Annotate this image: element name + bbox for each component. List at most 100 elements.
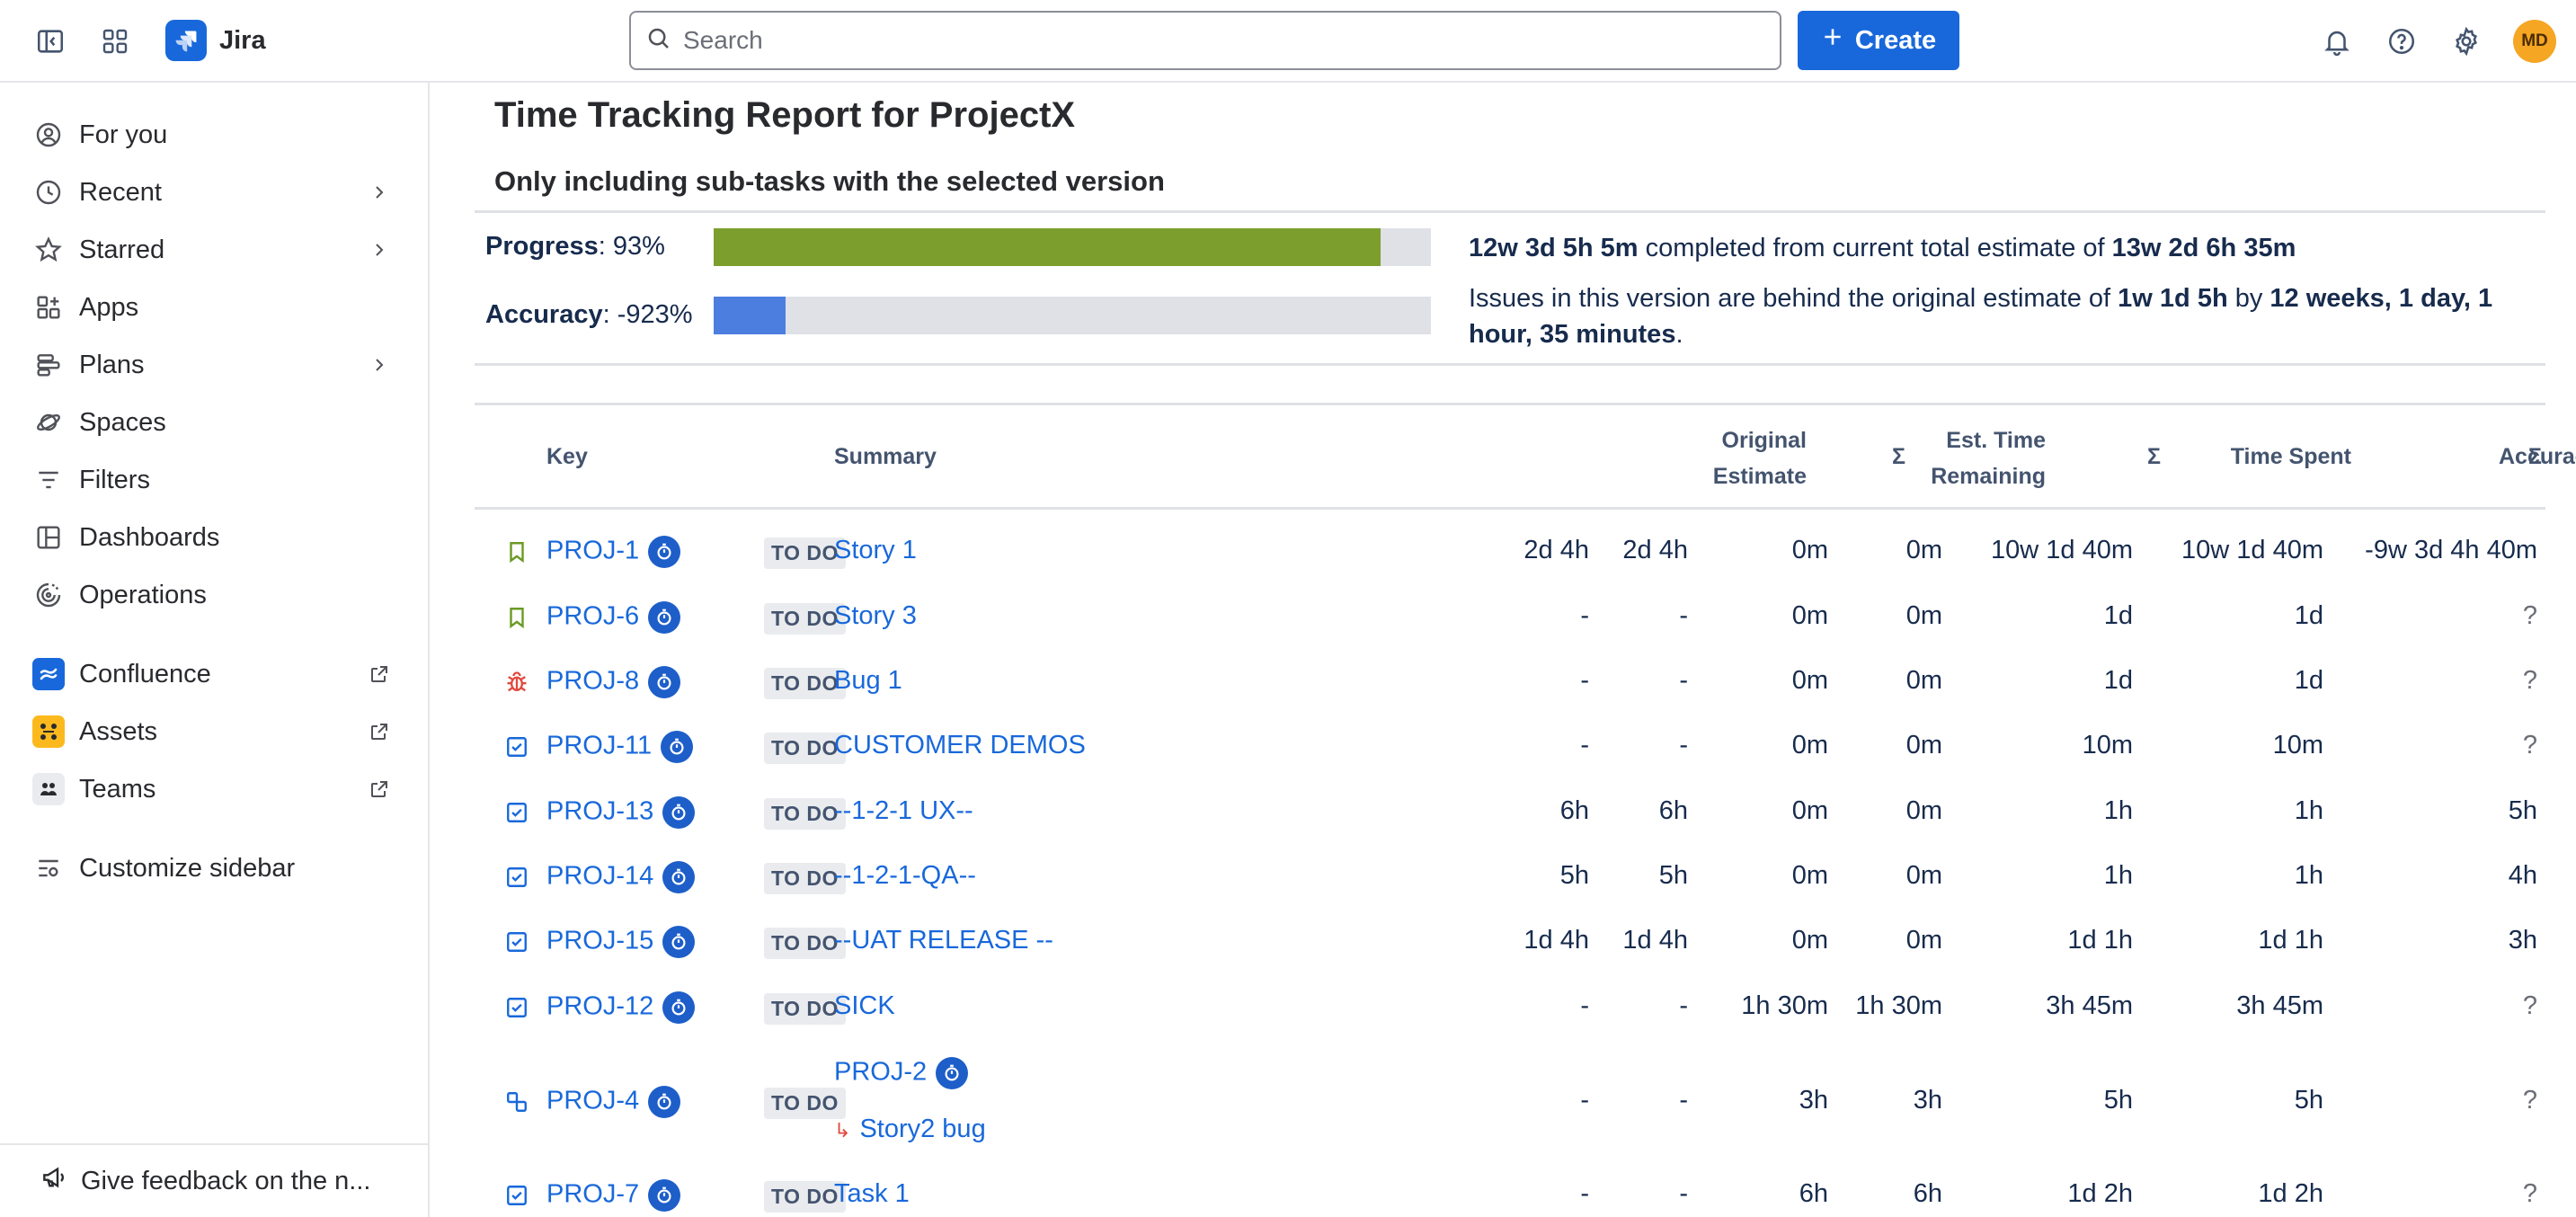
issue-key-link[interactable]: PROJ-8 xyxy=(546,666,640,696)
status-badge: TO DO xyxy=(764,798,846,830)
table-row: PROJ-12 TO DO SICK - - 1h 30m 1h 30m 3h 45m 3h 4… xyxy=(475,979,2545,1036)
sidebar-item-label: Starred xyxy=(79,235,165,264)
divider xyxy=(475,403,2545,405)
timer-icon[interactable] xyxy=(648,1179,681,1212)
external-link-icon[interactable] xyxy=(363,715,395,748)
accuracy-cell: 3h xyxy=(2508,926,2537,955)
story-icon xyxy=(503,538,530,565)
avatar[interactable]: MD xyxy=(2513,20,2556,63)
issue-summary-link[interactable]: Task 1 xyxy=(834,1179,910,1208)
issue-key-link[interactable]: PROJ-6 xyxy=(546,601,640,631)
sidebar-item-apps[interactable]: Apps xyxy=(25,282,403,333)
issue-summary-link[interactable]: Story2 bug xyxy=(859,1115,986,1143)
sidebar-item-assets[interactable]: Assets xyxy=(25,706,403,757)
time-spent-cell: 3h 45m xyxy=(2046,991,2133,1020)
remaining-estimate-sum-cell: 0m xyxy=(1905,796,1942,825)
search-icon xyxy=(645,25,672,57)
sidebar-item-label: Teams xyxy=(79,774,156,804)
sidebar-item-filters[interactable]: Filters xyxy=(25,455,403,505)
issue-summary-link[interactable]: CUSTOMER DEMOS xyxy=(834,731,1086,760)
external-link-icon[interactable] xyxy=(363,773,395,805)
remaining-estimate-sum-cell: 1h 30m xyxy=(1855,991,1942,1020)
app-switcher-icon[interactable] xyxy=(93,20,137,63)
external-link-icon[interactable] xyxy=(363,658,395,690)
issue-key-link[interactable]: PROJ-15 xyxy=(546,926,654,955)
issue-key-link[interactable]: PROJ-13 xyxy=(546,796,654,826)
sidebar-item-spaces[interactable]: Spaces xyxy=(25,397,403,448)
issue-summary-link[interactable]: Story 1 xyxy=(834,536,917,564)
status-badge: TO DO xyxy=(764,993,846,1025)
timer-icon[interactable] xyxy=(662,926,696,958)
chevron-right-icon[interactable] xyxy=(363,234,395,266)
remaining-estimate-cell: 0m xyxy=(1791,861,1828,890)
sidebar: For you Recent Starred Apps Plans xyxy=(0,83,430,1217)
sidebar-item-plans[interactable]: Plans xyxy=(25,340,403,390)
search-box[interactable] xyxy=(629,11,1781,70)
issue-key-link[interactable]: PROJ-14 xyxy=(546,861,654,891)
feedback-label: Give feedback on the n... xyxy=(81,1166,371,1195)
issue-summary-link[interactable]: Story 3 xyxy=(834,601,917,630)
issue-summary-link[interactable]: --UAT RELEASE -- xyxy=(834,926,1053,955)
accuracy-cell: ? xyxy=(2522,1086,2537,1115)
parent-issue-link[interactable]: PROJ-2 xyxy=(834,1057,928,1087)
sidebar-item-operations[interactable]: Operations xyxy=(25,570,403,620)
timer-icon[interactable] xyxy=(662,861,696,893)
timer-icon[interactable] xyxy=(662,991,696,1024)
remaining-estimate-cell: 0m xyxy=(1791,796,1828,825)
column-header-key[interactable]: Key xyxy=(546,444,588,469)
timer-icon[interactable] xyxy=(648,601,681,634)
issue-key-link[interactable]: PROJ-11 xyxy=(546,731,653,760)
issue-key-link[interactable]: PROJ-4 xyxy=(546,1086,640,1115)
give-feedback-button[interactable]: Give feedback on the n... xyxy=(0,1143,428,1217)
chevron-right-icon[interactable] xyxy=(363,349,395,381)
sidebar-toggle-icon[interactable] xyxy=(29,20,72,63)
settings-gear-icon[interactable] xyxy=(2445,20,2488,63)
sidebar-item-confluence[interactable]: Confluence xyxy=(25,649,403,699)
sidebar-item-starred[interactable]: Starred xyxy=(25,225,403,275)
timer-icon[interactable] xyxy=(662,796,696,829)
issue-summary-link[interactable]: --1-2-1-QA-- xyxy=(834,861,976,890)
help-icon[interactable] xyxy=(2380,20,2423,63)
column-header-original-sum: Σ xyxy=(1891,444,1905,469)
create-button[interactable]: Create xyxy=(1798,11,1959,70)
time-spent-sum-cell: 10w 1d 40m xyxy=(2181,536,2323,564)
customize-icon xyxy=(32,852,65,884)
timer-icon[interactable] xyxy=(648,1086,681,1118)
notifications-bell-icon[interactable] xyxy=(2315,20,2358,63)
remaining-estimate-cell: 6h xyxy=(1799,1179,1828,1208)
issue-summary-link[interactable]: Bug 1 xyxy=(834,666,902,695)
customize-sidebar-button[interactable]: Customize sidebar xyxy=(25,843,403,893)
column-header-accuracy[interactable]: Accuracy xyxy=(2499,444,2576,469)
timer-icon[interactable] xyxy=(648,536,681,568)
search-input[interactable] xyxy=(683,26,1744,55)
issue-summary-link[interactable]: --1-2-1 UX-- xyxy=(834,796,973,825)
column-header-summary[interactable]: Summary xyxy=(834,444,937,469)
timer-icon[interactable] xyxy=(661,731,694,763)
issue-key-link[interactable]: PROJ-7 xyxy=(546,1179,640,1209)
sidebar-item-teams[interactable]: Teams xyxy=(25,764,403,814)
issue-key-cell: PROJ-8 xyxy=(546,666,681,698)
jira-logo[interactable]: Jira xyxy=(165,20,266,61)
apps-icon xyxy=(32,291,65,324)
accuracy-label: Accuracy: -923% xyxy=(485,300,693,329)
sidebar-item-dashboards[interactable]: Dashboards xyxy=(25,512,403,563)
time-spent-cell: 1h xyxy=(2103,861,2133,890)
accuracy-cell: 4h xyxy=(2508,861,2537,890)
issue-key-cell: PROJ-7 xyxy=(546,1179,681,1212)
issue-key-link[interactable]: PROJ-1 xyxy=(546,536,640,565)
issue-summary-link[interactable]: SICK xyxy=(834,991,895,1020)
sidebar-item-for-you[interactable]: For you xyxy=(25,110,403,160)
status-badge: TO DO xyxy=(764,603,846,635)
timer-icon[interactable] xyxy=(936,1057,969,1089)
status-badge: TO DO xyxy=(764,1181,846,1213)
column-header-time-spent[interactable]: Time Spent xyxy=(2230,444,2351,469)
chevron-right-icon[interactable] xyxy=(363,176,395,209)
column-header-original-estimate[interactable]: Original Estimate xyxy=(1712,428,1807,489)
original-estimate-cell: - xyxy=(1580,991,1589,1020)
issue-key-link[interactable]: PROJ-12 xyxy=(546,991,654,1021)
sidebar-item-recent[interactable]: Recent xyxy=(25,167,403,218)
column-header-remaining[interactable]: Est. Time Remaining xyxy=(1931,428,2046,489)
timer-icon[interactable] xyxy=(648,666,681,698)
